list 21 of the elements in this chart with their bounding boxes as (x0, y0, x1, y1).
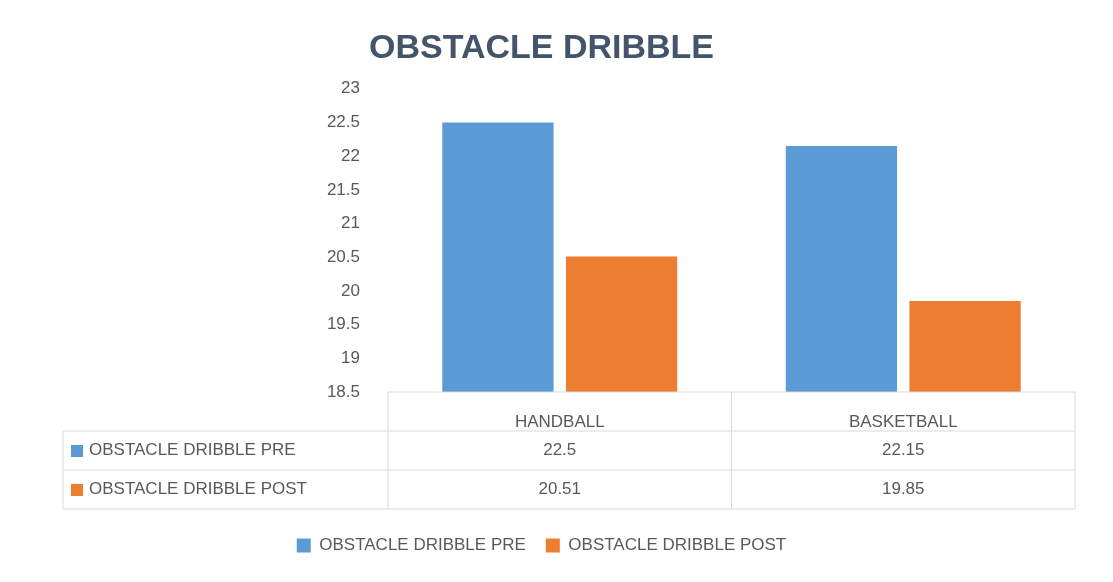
y-tick-label: 20 (341, 280, 360, 300)
y-tick-label: 23 (341, 78, 360, 98)
x-tick-label: HANDBALL (514, 411, 605, 431)
y-tick-label: 19.5 (326, 314, 360, 334)
chart-title: OBSTACLE DRIBBLE (368, 26, 715, 65)
y-tick-label: 22.5 (326, 112, 360, 132)
y-tick-label: 18.5 (326, 381, 360, 401)
data-label: 20.51 (538, 479, 582, 499)
y-tick-label: 21.5 (326, 179, 360, 199)
text: OBSTACLE DRIBBLE POST (89, 479, 307, 499)
data-label: 22.15 (881, 440, 925, 460)
y-tick-label: 21 (341, 213, 360, 233)
y-tick-label: 22 (341, 145, 360, 165)
x-tick-label: BASKETBALL (848, 411, 958, 431)
legend-label: OBSTACLE DRIBBLE POST (568, 535, 787, 555)
legend-label: OBSTACLE DRIBBLE PRE (319, 535, 526, 555)
data-label: 19.85 (881, 479, 925, 499)
text: OBSTACLE DRIBBLE PRE (89, 440, 296, 460)
data-label: 22.5 (543, 440, 577, 460)
y-tick-label: 19 (341, 348, 360, 367)
y-tick-label: 20.5 (326, 246, 360, 266)
